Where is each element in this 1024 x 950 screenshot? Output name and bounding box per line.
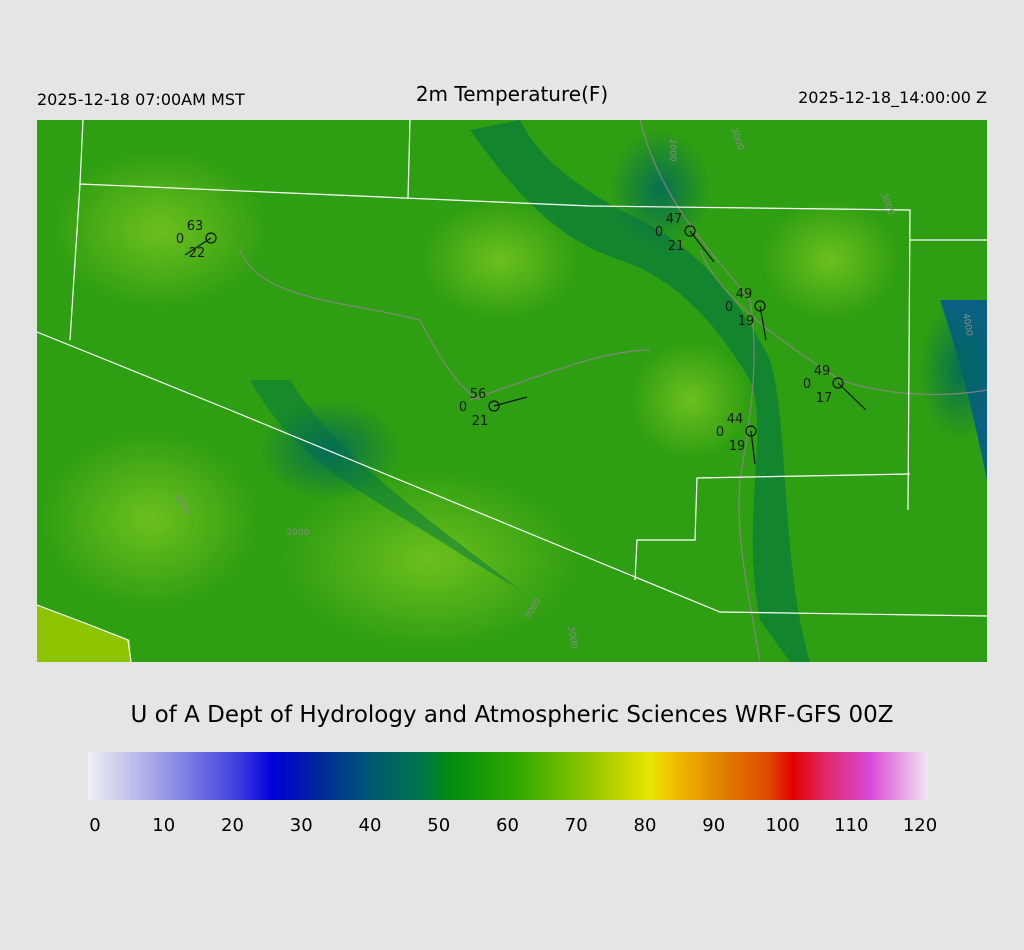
colorbar-ticks: 0 10 20 30 40 50 60 70 80 90 100 110 120 [89, 815, 937, 836]
colorbar-tick-label: 120 [903, 815, 937, 836]
colorbar-tick-label: 80 [634, 815, 657, 836]
colorbar-tick-label: 110 [834, 815, 868, 836]
station-temperature: 49 [736, 287, 753, 302]
station-temperature: 47 [666, 212, 683, 227]
station-circle [745, 425, 757, 437]
footer-credit: U of A Dept of Hydrology and Atmospheric… [130, 702, 893, 728]
valid-time: 2025-12-18_14:00:00 Z [798, 88, 987, 108]
wind-barb [837, 382, 867, 411]
station-circle [832, 377, 844, 389]
station-pressure: 0 [655, 225, 663, 240]
map-title: 2m Temperature(F) [416, 82, 608, 106]
colorbar [88, 752, 928, 800]
colorbar-tick-label: 10 [152, 815, 175, 836]
colorbar-tick-label: 90 [702, 815, 725, 836]
station-dewpoint: 21 [472, 414, 489, 429]
wind-barb [689, 230, 715, 263]
station-temperature: 56 [470, 387, 487, 402]
colorbar-tick-label: 30 [290, 815, 313, 836]
wind-barb [759, 305, 767, 341]
station-circle [684, 225, 696, 237]
colorbar-tick-label: 0 [89, 815, 100, 836]
station-temperature: 44 [727, 412, 744, 427]
wind-barb [493, 396, 528, 407]
station-dewpoint: 22 [189, 246, 206, 261]
contour-label: 2000 [287, 528, 310, 538]
station-circle [488, 400, 500, 412]
station-temperature: 63 [187, 219, 204, 234]
station-pressure: 0 [803, 377, 811, 392]
station-circle [754, 300, 766, 312]
colorbar-tick-label: 20 [221, 815, 244, 836]
contour-label: 4000 [960, 313, 974, 338]
station-dewpoint: 17 [816, 391, 833, 406]
station-dewpoint: 19 [738, 314, 755, 329]
station-pressure: 0 [716, 425, 724, 440]
colorbar-tick-label: 40 [359, 815, 382, 836]
contour-label: 2000 [667, 139, 677, 162]
station-temperature: 49 [814, 364, 831, 379]
local-time: 2025-12-18 07:00AM MST [37, 90, 245, 109]
station-pressure: 0 [459, 400, 467, 415]
station-dewpoint: 19 [729, 439, 746, 454]
colorbar-tick-label: 100 [765, 815, 799, 836]
temperature-field [37, 120, 987, 662]
wind-barb [750, 430, 756, 465]
station-pressure: 0 [176, 232, 184, 247]
station-circle [205, 232, 217, 244]
colorbar-tick-label: 60 [496, 815, 519, 836]
station-pressure: 0 [725, 300, 733, 315]
wind-barb [184, 237, 212, 256]
colorbar-tick-label: 70 [565, 815, 588, 836]
contour-label: 3000 [565, 626, 579, 651]
station-dewpoint: 21 [668, 239, 685, 254]
colorbar-tick-label: 50 [427, 815, 450, 836]
